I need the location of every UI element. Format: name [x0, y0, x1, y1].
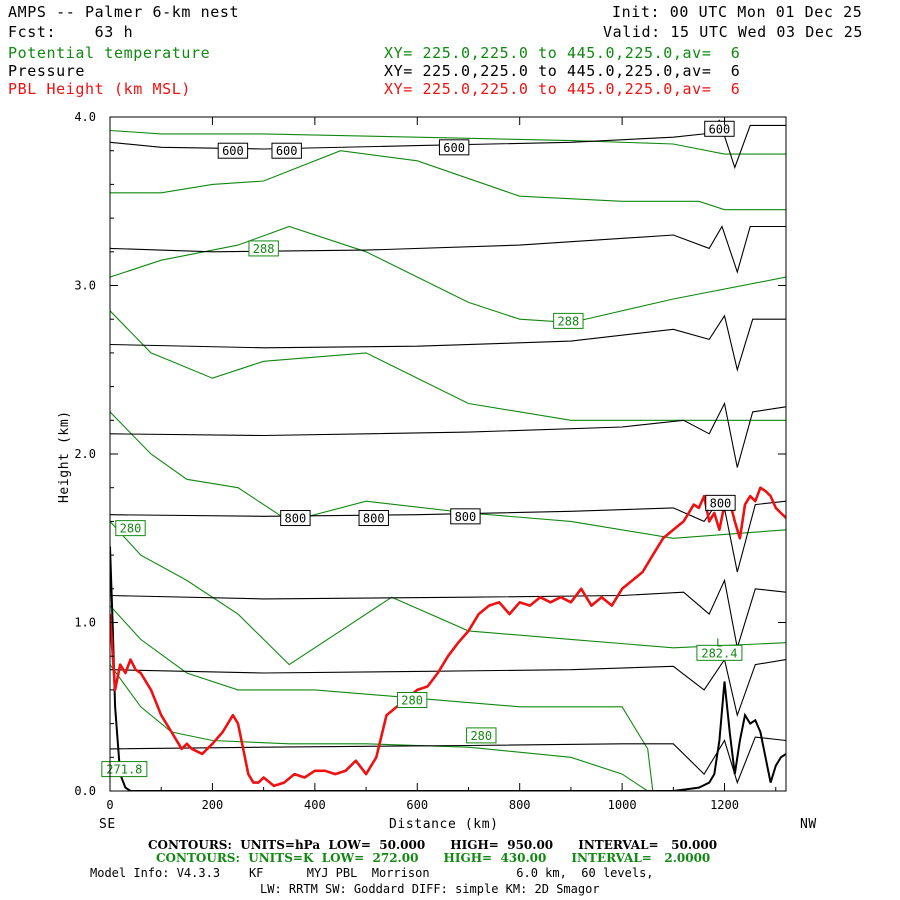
theta-contour-label: 280 [120, 522, 142, 536]
pressure-contour-label: 800 [455, 510, 477, 524]
x-tick-label: 1000 [608, 798, 637, 812]
legend-pressure-xy: XY= 225.0,225.0 to 445.0,225.0,av= 6 [384, 62, 741, 80]
theta-contour-line [110, 225, 786, 324]
theta-contour-label: 282.4 [701, 646, 737, 660]
footer-pressure-contours: CONTOURS: UNITS=hPa LOW= 50.000 HIGH= 95… [148, 838, 718, 852]
pressure-contour-label: 600 [443, 141, 465, 155]
theta-contour-label: 280 [401, 694, 423, 708]
pressure-contour-label-box [705, 494, 736, 511]
y-axis-label: Height (km) [57, 410, 72, 503]
x-tick-label: 200 [202, 798, 224, 812]
theta-contour-label-box [553, 312, 584, 329]
theta-contour-label: 271.8 [106, 763, 142, 777]
theta-contour-label-box [248, 240, 279, 257]
pressure-contour-label: 800 [363, 512, 385, 526]
theta-contour-line [110, 129, 786, 155]
legend-pressure: Pressure [8, 62, 86, 80]
pressure-contour-label-box [704, 120, 735, 137]
legend-pbl-height: PBL Height (km MSL) [8, 80, 191, 98]
y-tick-label: 1.0 [74, 616, 96, 630]
pressure-contour-750 [110, 401, 786, 468]
pressure-contour-900 [110, 658, 786, 718]
x-axis-right-end-label: NW [800, 817, 817, 832]
pressure-contour-label: 600 [709, 122, 731, 136]
theta-contour-label-box [115, 520, 146, 537]
theta-contour-line [110, 521, 786, 666]
x-tick-label: 0 [106, 798, 113, 812]
legend-potential-temperature-xy: XY= 225.0,225.0 to 445.0,225.0,av= 6 [384, 44, 741, 62]
theta-contour-label-box [696, 644, 743, 661]
x-tick-label: 1200 [710, 798, 739, 812]
theta-low-marker: L [716, 637, 723, 650]
footer-model-info-physics: LW: RRTM SW: Goddard DIFF: simple KM: 2D… [260, 882, 600, 896]
pressure-contour-950 [110, 736, 786, 785]
pressure-contour-group [110, 119, 786, 785]
pressure-contour-label-box [450, 508, 481, 525]
pressure-contour-label-box [358, 510, 389, 527]
footer-model-info: Model Info: V4.3.3 KF MYJ PBL Morrison 6… [90, 866, 654, 880]
theta-contour-group [110, 129, 786, 791]
header-init-time: Init: 00 UTC Mon 01 Dec 25 [612, 3, 863, 21]
pressure-contour-label: 600 [276, 144, 298, 158]
plot-frame [109, 116, 787, 792]
theta-contour-line [110, 664, 649, 791]
x-axis-left-end-label: SE [99, 817, 116, 832]
x-axis-label: Distance (km) [389, 817, 499, 832]
pressure-contour-label-box [217, 142, 249, 159]
theta-contour-label-box [396, 692, 428, 709]
pressure-contour-850 [110, 578, 786, 648]
header-valid-time: Valid: 15 UTC Wed 03 Dec 25 [603, 23, 864, 41]
theta-contour-label-box [466, 727, 497, 744]
pressure-contour-700 [110, 314, 786, 372]
x-tick-label: 400 [304, 798, 326, 812]
pressure-contour-800 [110, 494, 786, 573]
pressure-contour-label-box [271, 142, 302, 159]
terrain-line [110, 546, 786, 791]
legend-pbl-height-xy: XY= 225.0,225.0 to 445.0,225.0,av= 6 [384, 80, 741, 98]
pressure-contour-label: 800 [285, 512, 307, 526]
header-forecast-hour: Fcst: 63 h [8, 23, 134, 41]
y-tick-label: 4.0 [74, 110, 96, 124]
theta-contour-line [110, 605, 654, 791]
pressure-contour-label-box [438, 139, 470, 156]
pressure-contour-label: 800 [710, 496, 732, 510]
header-title: AMPS -- Palmer 6-km nest [8, 3, 240, 21]
pressure-contour-label-box [280, 510, 311, 527]
axes-group: 0 200 400 600 800 1000 1200 0.0 1.0 2.0 3.0 4.0 [74, 110, 786, 812]
x-tick-label: 800 [509, 798, 531, 812]
pbl-group [110, 486, 786, 788]
pressure-contour-label: 600 [222, 144, 244, 158]
contour-label-group: 600 600 600 600 800 800 800 800 288 288 280 280 280 2… [101, 120, 743, 778]
pbl-height-line [110, 486, 786, 788]
theta-contour-line [110, 411, 786, 539]
theta-contour-label: 288 [558, 314, 580, 328]
legend-potential-temperature: Potential temperature [8, 44, 211, 62]
pressure-contour-650 [110, 225, 786, 274]
theta-contour-label: 280 [470, 729, 492, 743]
theta-contour-label: 288 [253, 242, 275, 256]
y-tick-label: 2.0 [74, 447, 96, 461]
y-tick-label: 0.0 [74, 784, 96, 798]
theta-contour-line [110, 310, 786, 421]
x-tick-label: 600 [406, 798, 428, 812]
footer-theta-contours: CONTOURS: UNITS=K LOW= 272.00 HIGH= 430.… [156, 851, 711, 865]
y-tick-label: 3.0 [74, 279, 96, 293]
theta-contour-label-box [101, 761, 148, 778]
terrain-group [110, 546, 786, 791]
theta-contour-line [110, 150, 786, 211]
